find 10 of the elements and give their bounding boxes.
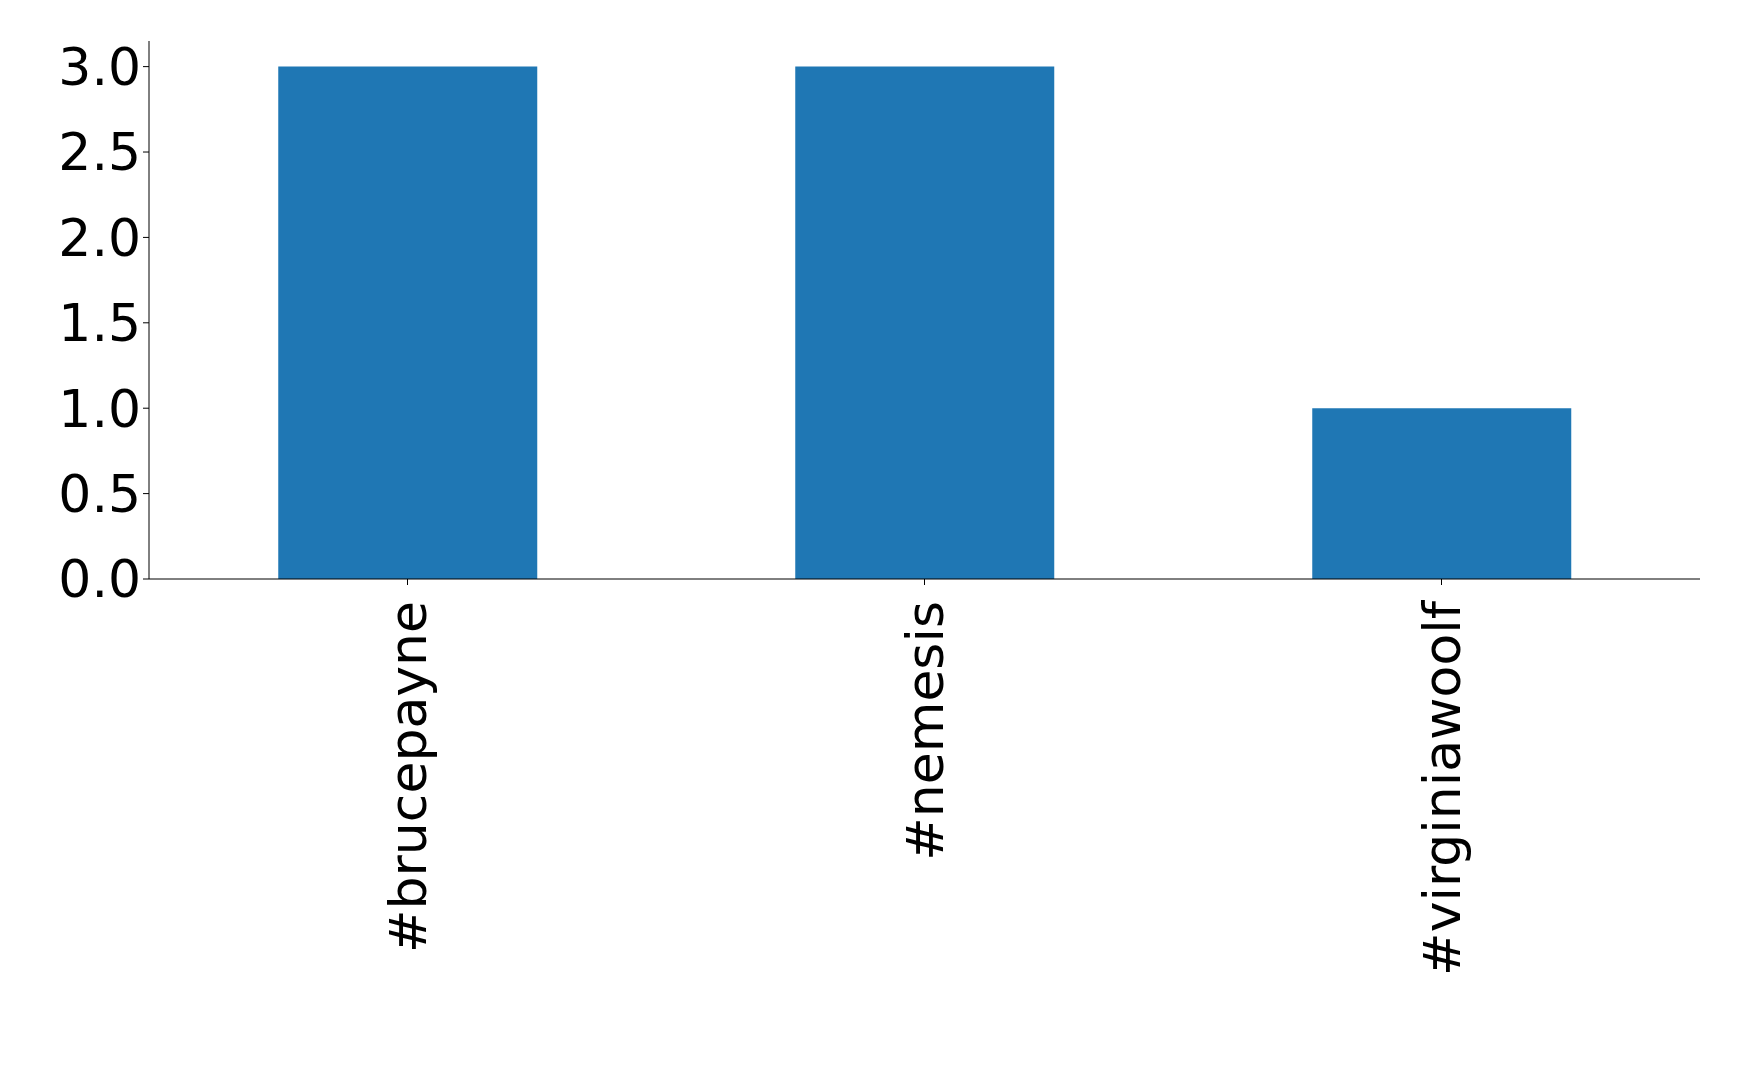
y-tick-label: 2.5 [58, 122, 141, 183]
x-tick-label: #brucepayne [377, 601, 438, 954]
y-tick-label: 2.0 [58, 207, 141, 268]
y-tick-label: 1.5 [58, 293, 141, 354]
y-tick-label: 1.0 [58, 378, 141, 439]
y-tick-label: 0.0 [58, 549, 141, 610]
y-tick-label: 3.0 [58, 37, 141, 98]
x-tick-label: #virginiawoolf [1411, 599, 1472, 976]
x-tick-label: #nemesis [894, 601, 955, 861]
y-tick-label: 0.5 [58, 464, 141, 525]
